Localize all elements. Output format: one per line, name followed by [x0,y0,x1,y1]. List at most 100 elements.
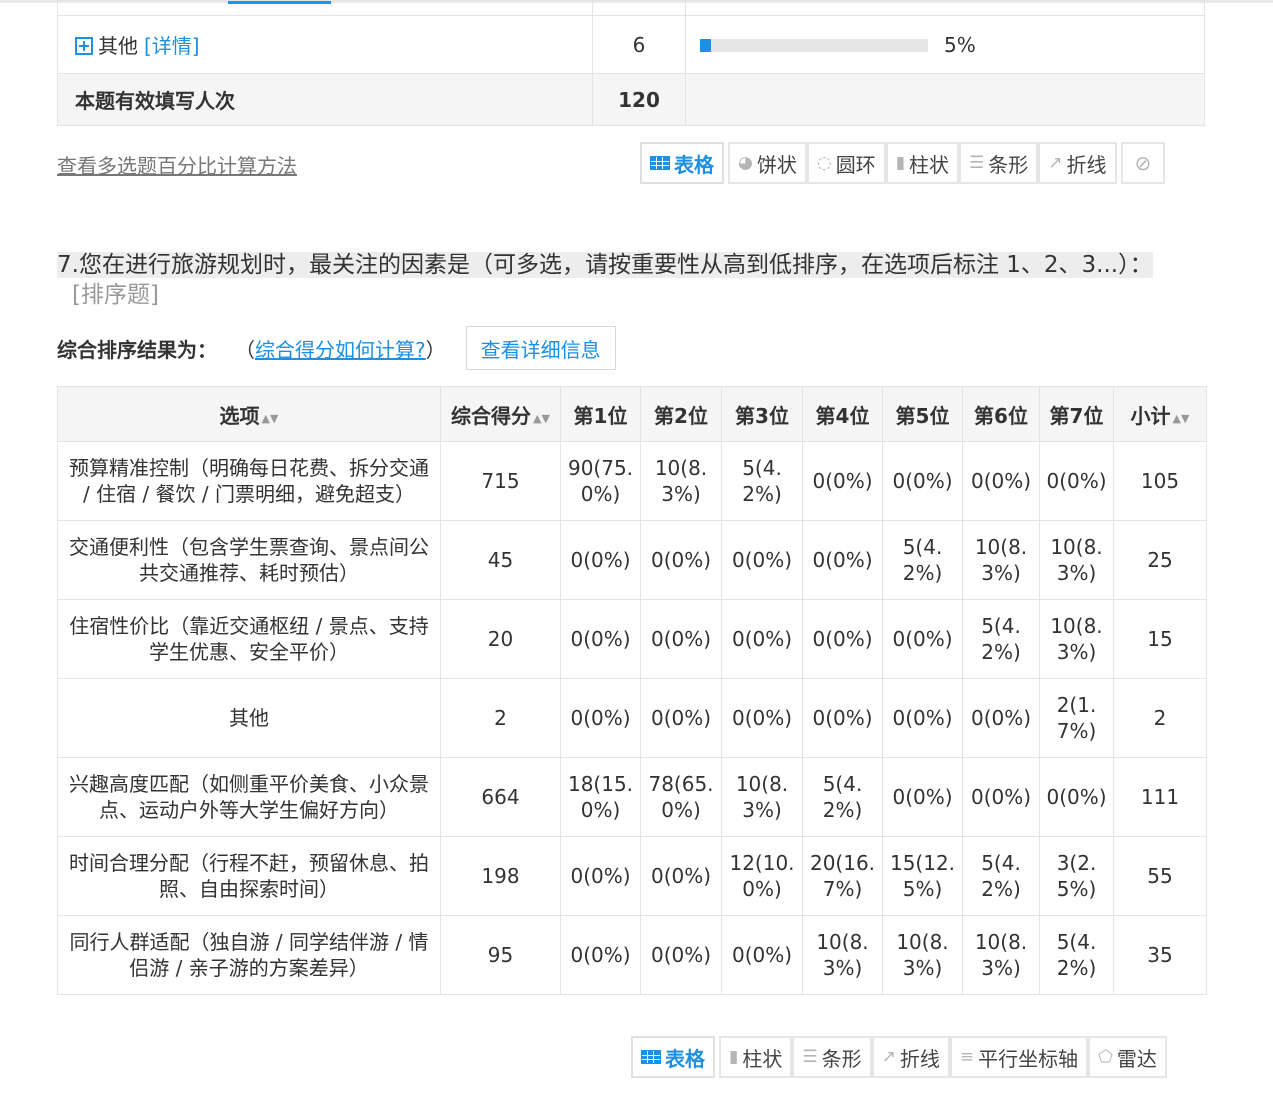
sort-icon: ▲▼ [261,411,279,425]
hide-chart-button[interactable]: ⊘ [1120,142,1166,184]
question-text: 7.您在进行旅游规划时，最关注的因素是（可多选，请按重要性从高到低排序，在选项后… [57,252,1153,278]
ranking-table: 选项 ▲▼ 综合得分 ▲▼ 第1位 第2位 第3位 第4位 第5位 第6位 第7位 … [57,386,1207,995]
chart-type-switcher: 表格 ◕ 饼状 ◌ 圆环 ▮ 柱状 ☰ 条形 ↗ 折线 ⊘ [636,142,1166,184]
score-cell: 2 [440,678,561,758]
rank-1-cell: 0(0%) [560,520,641,600]
detail-link[interactable]: [详情] [144,34,200,58]
rank-1-cell: 0(0%) [560,836,641,916]
view-bar-button[interactable]: ☰ 条形 [792,1036,872,1078]
rank-5-cell: 0(0%) [882,678,963,758]
header-score[interactable]: 综合得分 ▲▼ [440,386,561,442]
subtotal-cell: 111 [1113,757,1207,837]
score-cell: 664 [440,757,561,837]
question-type: [排序题] [72,282,159,308]
rank-3-cell: 0(0%) [721,520,803,600]
view-pie-button[interactable]: ◕ 饼状 [728,142,807,184]
option-cell: 预算精准控制（明确每日花费、拆分交通 / 住宿 / 餐饮 / 门票明细，避免超支… [57,441,441,521]
chart-type-switcher-2: 表格 ▮ 柱状 ☰ 条形 ↗ 折线 ≡ 平行坐标轴 ⬠ 雷达 [627,1036,1167,1078]
rank-7-cell: 10(8.3%) [1039,599,1114,679]
view-bar-button[interactable]: ☰ 条形 [959,142,1039,184]
view-line-button[interactable]: ↗ 折线 [871,1036,950,1078]
rank-1-cell: 18(15.0%) [560,757,641,837]
ranking-label: 综合排序结果为： [57,337,217,362]
subtotal-cell: 55 [1113,836,1207,916]
table-icon [650,156,670,170]
rank-1-cell: 0(0%) [560,915,641,995]
paren-close: ） [425,337,446,362]
pie-icon: ◕ [738,153,753,173]
table-row: 住宿性价比（靠近交通枢纽 / 景点、支持学生优惠、安全平价） 20 0(0%) 0(0… [57,599,1207,679]
view-parallel-button[interactable]: ≡ 平行坐标轴 [949,1036,1089,1078]
header-option[interactable]: 选项 ▲▼ [57,386,441,442]
table-row: 其他 2 0(0%) 0(0%) 0(0%) 0(0%) 0(0%) 0(0%) 2(1.7%)… [57,678,1207,758]
rank-1-cell: 0(0%) [560,599,641,679]
expand-icon[interactable] [75,37,93,55]
view-table-button[interactable]: 表格 [631,1036,715,1078]
rank-7-cell: 3(2.5%) [1039,836,1114,916]
rank-3-cell: 5(4.2%) [721,441,803,521]
rank-6-cell: 10(8.3%) [962,915,1040,995]
rank-4-cell: 0(0%) [802,441,883,521]
radar-icon: ⬠ [1098,1047,1113,1067]
view-table-button[interactable]: 表格 [640,142,724,184]
rank-3-cell: 10(8.3%) [721,757,803,837]
table-row: 预算精准控制（明确每日花费、拆分交通 / 住宿 / 餐饮 / 门票明细，避免超支… [57,441,1207,521]
view-column-button[interactable]: ▮ 柱状 [719,1036,793,1078]
paren-open: （ [235,337,255,362]
option-cell: 交通便利性（包含学生票查询、景点间公共交通推荐、耗时预估） [57,520,441,600]
rank-2-cell: 0(0%) [640,836,722,916]
rank-6-cell: 10(8.3%) [962,520,1040,600]
rank-7-cell: 2(1.7%) [1039,678,1114,758]
table-row [57,0,1205,16]
table-row: 时间合理分配（行程不赶，预留休息、拍照、自由探索时间） 198 0(0%) 0(0%)… [57,836,1207,916]
rank-2-cell: 10(8.3%) [640,441,722,521]
view-details-button[interactable]: 查看详细信息 [465,326,616,370]
view-ring-button[interactable]: ◌ 圆环 [806,142,886,184]
question-title: 7.您在进行旅游规划时，最关注的因素是（可多选，请按重要性从高到低排序，在选项后… [57,250,1199,310]
rank-2-cell: 78(65.0%) [640,757,722,837]
line-chart-icon: ↗ [1048,153,1063,173]
rank-6-cell: 0(0%) [962,678,1040,758]
progress-bar-fill [700,38,712,52]
rank-4-cell: 0(0%) [802,678,883,758]
score-cell: 715 [440,441,561,521]
rank-3-cell: 0(0%) [721,678,803,758]
view-column-button[interactable]: ▮ 柱状 [885,142,960,184]
table-row: 交通便利性（包含学生票查询、景点间公共交通推荐、耗时预估） 45 0(0%) 0(0%… [57,520,1207,600]
view-radar-button[interactable]: ⬠ 雷达 [1088,1036,1167,1078]
view-line-button[interactable]: ↗ 折线 [1038,142,1117,184]
bar-chart-icon: ☰ [969,153,985,173]
header-rank-2: 第2位 [640,386,722,442]
option-label: 其他 [98,34,138,58]
option-cell: 同行人群适配（独自游 / 同学结伴游 / 情侣游 / 亲子游的方案差异） [57,915,441,995]
header-rank-7: 第7位 [1039,386,1114,442]
rank-7-cell: 10(8.3%) [1039,520,1114,600]
rank-2-cell: 0(0%) [640,599,722,679]
header-rank-6: 第6位 [962,386,1040,442]
header-subtotal[interactable]: 小计 ▲▼ [1113,386,1207,442]
rank-5-cell: 5(4.2%) [882,520,963,600]
parallel-axis-icon: ≡ [959,1047,975,1067]
table-icon [641,1050,661,1064]
rank-5-cell: 10(8.3%) [882,915,963,995]
score-cell: 20 [440,599,561,679]
table-header: 选项 ▲▼ 综合得分 ▲▼ 第1位 第2位 第3位 第4位 第5位 第6位 第7位 … [57,386,1207,442]
option-cell: 时间合理分配（行程不赶，预留休息、拍照、自由探索时间） [57,836,441,916]
rank-6-cell: 5(4.2%) [962,599,1040,679]
total-label: 本题有效填写人次 [57,73,593,126]
rank-2-cell: 0(0%) [640,915,722,995]
rank-5-cell: 0(0%) [882,599,963,679]
rank-4-cell: 5(4.2%) [802,757,883,837]
score-calc-link[interactable]: 综合得分如何计算? [255,337,426,362]
table-row: 兴趣高度匹配（如侧重平价美食、小众景点、运动户外等大学生偏好方向） 664 18(1… [57,757,1207,837]
header-rank-4: 第4位 [802,386,883,442]
line-chart-icon: ↗ [881,1047,896,1067]
count-cell: 6 [592,15,686,74]
previous-question-table: 其他 [详情] 6 5% 本题有效填写人次 120 [57,0,1205,126]
sort-icon: ▲▼ [1172,411,1190,425]
total-count: 120 [592,73,686,126]
table-row: 同行人群适配（独自游 / 同学结伴游 / 情侣游 / 亲子游的方案差异） 95 0(… [57,915,1207,995]
calc-method-link[interactable]: 查看多选题百分比计算方法 [57,154,297,178]
rank-2-cell: 0(0%) [640,678,722,758]
ring-icon: ◌ [816,153,832,173]
